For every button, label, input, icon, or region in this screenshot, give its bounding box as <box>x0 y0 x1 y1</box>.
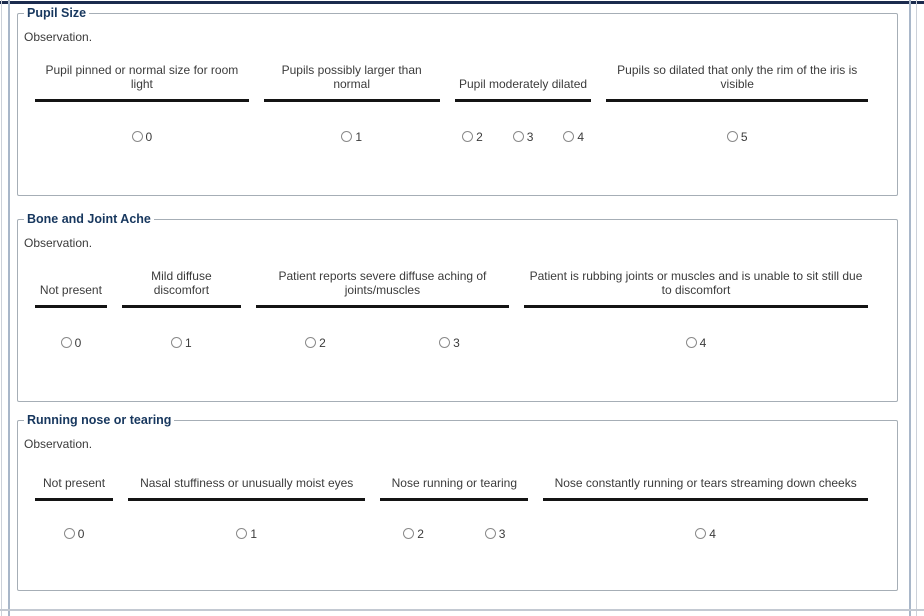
option-group-label: Pupil moderately dilated <box>454 48 592 102</box>
observation-label: Observation. <box>24 30 93 44</box>
radio-value-label: 0 <box>145 129 153 144</box>
option-group-label: Pupil pinned or normal size for room lig… <box>35 48 249 102</box>
radio-option-4[interactable]: 4 <box>685 335 707 350</box>
section-bone-and-joint-ache: Bone and Joint Ache Observation. Not pre… <box>17 212 898 402</box>
radio-cell: 3 <box>390 308 509 353</box>
option-group-label: Nose running or tearing <box>380 455 529 501</box>
radio-cell: 1 <box>122 308 241 353</box>
option-group-label: Not present <box>35 455 114 501</box>
radio-button-icon[interactable] <box>726 131 738 142</box>
observation-label: Observation. <box>24 437 93 451</box>
radio-value-label: 4 <box>577 129 584 144</box>
radio-button-icon[interactable] <box>512 131 524 142</box>
radio-button-icon[interactable] <box>439 337 451 348</box>
radio-button-icon[interactable] <box>171 337 183 348</box>
radio-button-icon[interactable] <box>236 528 248 539</box>
radio-option-1[interactable]: 1 <box>236 527 257 541</box>
radio-value-label: 5 <box>740 129 748 144</box>
option-group-label: Patient is rubbing joints or muscles and… <box>523 254 868 308</box>
options-table: Not present Nasal stuffiness or unusuall… <box>20 455 883 544</box>
section-title: Bone and Joint Ache <box>27 212 151 226</box>
section-title: Running nose or tearing <box>27 413 172 427</box>
option-group-label: Pupils possibly larger than normal <box>263 48 440 102</box>
options-table: Not present Mild diffuse discomfort Pati… <box>20 254 883 353</box>
radio-cell: 0 <box>35 501 113 544</box>
radio-cell: 2 <box>455 102 491 147</box>
radio-button-icon[interactable] <box>131 131 143 142</box>
radio-cell: 2 <box>256 308 375 353</box>
window-right-border-inner <box>909 0 911 616</box>
radio-option-3[interactable]: 3 <box>484 526 506 541</box>
radio-value-label: 0 <box>74 335 82 350</box>
window-left-border-inner <box>8 0 10 616</box>
section-title: Pupil Size <box>27 6 87 20</box>
option-group-label: Not present <box>35 254 107 308</box>
radio-button-icon[interactable] <box>305 337 317 348</box>
option-group-label: Nasal stuffiness or unusually moist eyes <box>128 455 366 501</box>
radio-value-label: 3 <box>453 335 460 350</box>
window-top-border <box>0 1 924 4</box>
radio-option-2[interactable]: 2 <box>403 527 424 541</box>
radio-button-icon[interactable] <box>563 131 575 142</box>
radio-option-3[interactable]: 3 <box>512 129 534 144</box>
radio-button-icon[interactable] <box>685 337 697 348</box>
radio-cell: 4 <box>543 501 868 544</box>
radio-cell: 1 <box>128 501 365 544</box>
radio-cell: 3 <box>462 501 528 544</box>
radio-cell: 4 <box>524 308 868 353</box>
radio-value-label: 4 <box>699 335 707 350</box>
form-content: Pupil Size Observation. Pupil pinned or … <box>17 6 898 591</box>
radio-option-4[interactable]: 4 <box>563 130 584 144</box>
radio-cell: 3 <box>505 102 541 147</box>
radio-cell: 4 <box>556 102 592 147</box>
radio-value-label: 2 <box>319 335 326 350</box>
observation-label: Observation. <box>24 236 93 250</box>
radio-option-4[interactable]: 4 <box>695 527 716 541</box>
radio-value-label: 2 <box>417 526 424 541</box>
radio-button-icon[interactable] <box>341 131 353 142</box>
radio-option-0[interactable]: 0 <box>63 526 85 541</box>
radio-value-label: 0 <box>77 526 85 541</box>
radio-value-label: 3 <box>526 129 534 144</box>
radio-button-icon[interactable] <box>462 131 474 142</box>
window-left-border-outer <box>1 0 2 616</box>
radio-cell: 1 <box>264 102 440 147</box>
radio-option-0[interactable]: 0 <box>131 129 153 144</box>
radio-option-2[interactable]: 2 <box>462 130 483 144</box>
radio-option-3[interactable]: 3 <box>439 336 460 350</box>
radio-cell: 5 <box>606 102 868 147</box>
radio-button-icon[interactable] <box>63 528 75 539</box>
option-group-label: Nose constantly running or tears streami… <box>543 455 868 501</box>
radio-value-label: 1 <box>250 526 258 541</box>
radio-cell: 0 <box>35 308 107 353</box>
radio-value-label: 1 <box>355 129 363 144</box>
radio-button-icon[interactable] <box>695 528 707 539</box>
option-group-label: Pupils so dilated that only the rim of t… <box>606 48 868 102</box>
options-table: Pupil pinned or normal size for room lig… <box>20 48 883 147</box>
radio-cell: 2 <box>380 501 446 544</box>
radio-value-label: 1 <box>185 335 192 350</box>
radio-button-icon[interactable] <box>403 528 415 539</box>
option-group-label: Mild diffuse discomfort <box>121 254 241 308</box>
option-group-label: Patient reports severe diffuse aching of… <box>255 254 509 308</box>
section-pupil-size: Pupil Size Observation. Pupil pinned or … <box>17 6 898 196</box>
window-right-border-outer <box>916 0 917 616</box>
radio-button-icon[interactable] <box>484 528 496 539</box>
radio-value-label: 2 <box>476 129 483 144</box>
radio-cell: 0 <box>35 102 249 147</box>
radio-option-5[interactable]: 5 <box>726 129 748 144</box>
window-bottom-border <box>0 609 924 611</box>
radio-option-1[interactable]: 1 <box>341 130 362 144</box>
radio-value-label: 3 <box>498 526 506 541</box>
section-running-nose-or-tearing: Running nose or tearing Observation. Not… <box>17 413 898 591</box>
radio-option-2[interactable]: 2 <box>305 336 326 350</box>
radio-button-icon[interactable] <box>60 337 72 348</box>
radio-option-1[interactable]: 1 <box>171 336 192 350</box>
radio-value-label: 4 <box>709 526 716 541</box>
radio-option-0[interactable]: 0 <box>60 335 82 350</box>
